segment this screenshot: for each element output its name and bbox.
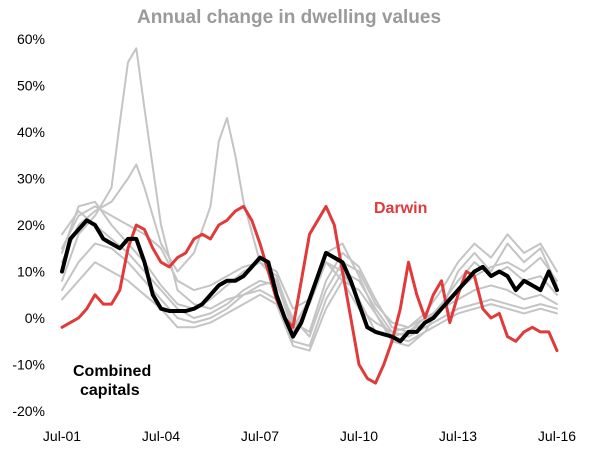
combined-annotation-line1: Combined (73, 363, 151, 380)
other-city-line (61, 117, 558, 333)
other-city-line (61, 242, 558, 347)
y-tick-label: 30% (17, 171, 45, 187)
x-tick-label: Jul-07 (241, 428, 279, 444)
y-tick-label: 0% (25, 310, 45, 326)
x-axis: Jul-01 Jul-04 Jul-07 Jul-10 Jul-13 Jul-16 (43, 428, 576, 444)
y-tick-label: 50% (17, 78, 45, 94)
combined-annotation-line2: capitals (80, 382, 140, 399)
darwin-annotation: Darwin (374, 200, 427, 217)
other-city-line (61, 210, 558, 338)
y-tick-label: -20% (12, 403, 45, 419)
x-tick-label: Jul-04 (142, 428, 180, 444)
x-tick-label: Jul-01 (43, 428, 81, 444)
darwin-line (60, 204, 559, 385)
y-tick-label: -10% (12, 357, 45, 373)
x-tick-label: Jul-16 (538, 428, 576, 444)
other-city-line (61, 261, 558, 352)
y-tick-label: 40% (17, 124, 45, 140)
x-tick-label: Jul-13 (439, 428, 477, 444)
plot-area (60, 47, 559, 385)
other-city-line (61, 47, 558, 338)
chart-title: Annual change in dwelling values (137, 7, 441, 28)
y-tick-label: 10% (17, 264, 45, 280)
y-axis: 60% 50% 40% 30% 20% 10% 0% -10% -20% (12, 31, 45, 419)
y-tick-label: 60% (17, 31, 45, 47)
x-tick-label: Jul-10 (340, 428, 378, 444)
combined-capitals-line (60, 218, 559, 344)
y-tick-label: 20% (17, 217, 45, 233)
